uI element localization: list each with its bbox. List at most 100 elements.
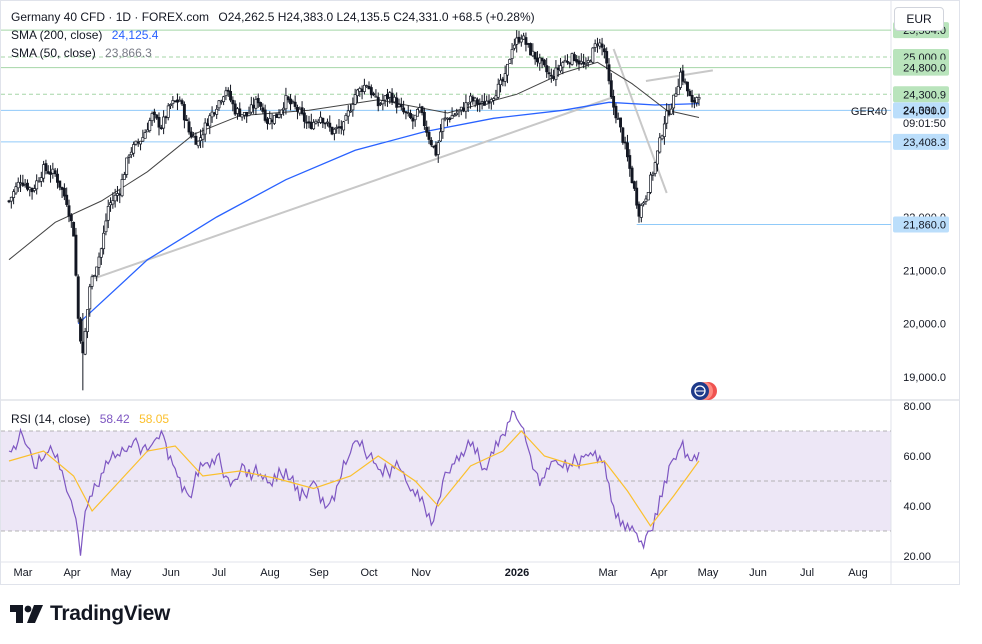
candle-up xyxy=(14,186,18,194)
price-pane[interactable] xyxy=(1,1,959,399)
candle-up xyxy=(485,100,489,105)
tradingview-logo[interactable]: TradingView xyxy=(10,600,170,628)
candle-down xyxy=(427,131,431,140)
rsi-line xyxy=(8,410,700,556)
candle-down xyxy=(619,117,622,128)
symbol-tag: GER40 xyxy=(851,106,887,118)
time-axis-tick: Oct xyxy=(360,567,377,579)
candle-up xyxy=(116,193,119,196)
candle-up xyxy=(150,113,154,122)
chart-canvas[interactable]: 22,000.021,000.020,000.019,000.080.0060.… xyxy=(1,1,959,584)
candle-up xyxy=(356,89,359,97)
time-axis-tick: Jul xyxy=(212,567,226,579)
candle-down xyxy=(300,107,304,114)
candle-down xyxy=(286,96,290,101)
candle-down xyxy=(289,98,292,105)
candle-up xyxy=(436,142,440,155)
candle-up xyxy=(346,110,350,117)
candle-down xyxy=(229,91,232,101)
candle-up xyxy=(332,128,336,134)
axis-labels: 22,000.021,000.020,000.019,000.080.0060.… xyxy=(14,212,946,579)
candle-up xyxy=(28,187,32,191)
candle-down xyxy=(637,203,641,217)
horizontal-levels xyxy=(1,29,891,225)
candle-down xyxy=(180,100,184,105)
currency-button[interactable]: EUR xyxy=(894,7,944,31)
candle-up xyxy=(219,100,223,103)
time-axis-tick: 2026 xyxy=(505,567,529,579)
candle-down xyxy=(62,187,66,197)
candle-down xyxy=(118,193,122,196)
candle-up xyxy=(39,177,43,182)
candle-up xyxy=(512,44,516,49)
candle-down xyxy=(529,43,532,56)
candle-up xyxy=(506,63,509,76)
candle-up xyxy=(413,114,417,121)
candle-down xyxy=(173,100,177,103)
candle-down xyxy=(187,121,191,133)
candle-up xyxy=(51,168,55,174)
trendline xyxy=(94,96,614,280)
sma50-legend[interactable]: SMA (50, close) 23,866.3 xyxy=(11,46,152,60)
rsi-label[interactable]: RSI (14, close) xyxy=(11,412,91,426)
price-label-box xyxy=(893,102,949,119)
sma200-label[interactable]: SMA (200, close) xyxy=(11,28,103,42)
candle-up xyxy=(196,140,200,147)
candle-down xyxy=(630,167,634,183)
candle-up xyxy=(12,191,16,198)
candle-down xyxy=(602,48,606,53)
candle-down xyxy=(524,37,528,45)
candle-down xyxy=(552,76,556,79)
candle-up xyxy=(277,113,281,118)
candle-down xyxy=(305,121,309,124)
sma200-legend[interactable]: SMA (200, close) 24,125.4 xyxy=(11,28,158,42)
candle-up xyxy=(519,38,523,43)
candle-down xyxy=(46,171,50,174)
candle-down xyxy=(157,117,161,128)
candle-down xyxy=(542,59,546,66)
candle-up xyxy=(450,115,454,119)
ohlc-values: O24,262.5 H24,383.0 L24,135.5 C24,331.0 … xyxy=(218,10,535,24)
rsi-legend[interactable]: RSI (14, close) 58.42 58.05 xyxy=(11,412,169,426)
symbol-title[interactable]: Germany 40 CFD · 1D · FOREX.com xyxy=(11,10,210,24)
candle-down xyxy=(339,126,343,129)
candle-up xyxy=(326,121,329,124)
price-label-text: 21,860.0 xyxy=(903,219,946,231)
candle-up xyxy=(208,115,212,127)
candle-up xyxy=(473,97,477,102)
candle-up xyxy=(464,102,468,112)
candle-up xyxy=(455,112,459,115)
sma50-label[interactable]: SMA (50, close) xyxy=(11,46,96,60)
candle-up xyxy=(358,88,362,92)
candle-up xyxy=(439,131,442,142)
candle-down xyxy=(321,117,325,124)
candle-up xyxy=(139,140,142,145)
candle-down xyxy=(270,119,274,123)
candle-up xyxy=(249,104,253,113)
candle-up xyxy=(697,96,701,100)
candle-up xyxy=(279,109,283,115)
candle-down xyxy=(231,99,235,105)
rsi-ma-line xyxy=(8,430,700,528)
candle-up xyxy=(298,108,302,114)
candle-down xyxy=(395,97,399,108)
candle-up xyxy=(496,83,500,98)
candle-down xyxy=(448,118,452,121)
candle-up xyxy=(316,120,320,123)
price-label-text: 24,300.9 xyxy=(903,89,946,101)
time-axis-tick: Aug xyxy=(848,567,868,579)
candle-down xyxy=(164,116,168,119)
candle-up xyxy=(679,71,682,88)
candle-up xyxy=(113,194,117,202)
candle-up xyxy=(651,173,655,176)
candle-up xyxy=(674,93,678,97)
candle-down xyxy=(367,86,371,90)
candle-up xyxy=(37,180,41,183)
candle-down xyxy=(425,126,429,133)
economic-event-badge[interactable] xyxy=(691,382,717,400)
symbol-legend[interactable]: Germany 40 CFD · 1D · FOREX.com O24,262.… xyxy=(11,10,535,24)
candle-down xyxy=(226,89,230,92)
candle-down xyxy=(21,182,25,186)
candle-up xyxy=(383,95,387,101)
candle-down xyxy=(635,187,639,206)
